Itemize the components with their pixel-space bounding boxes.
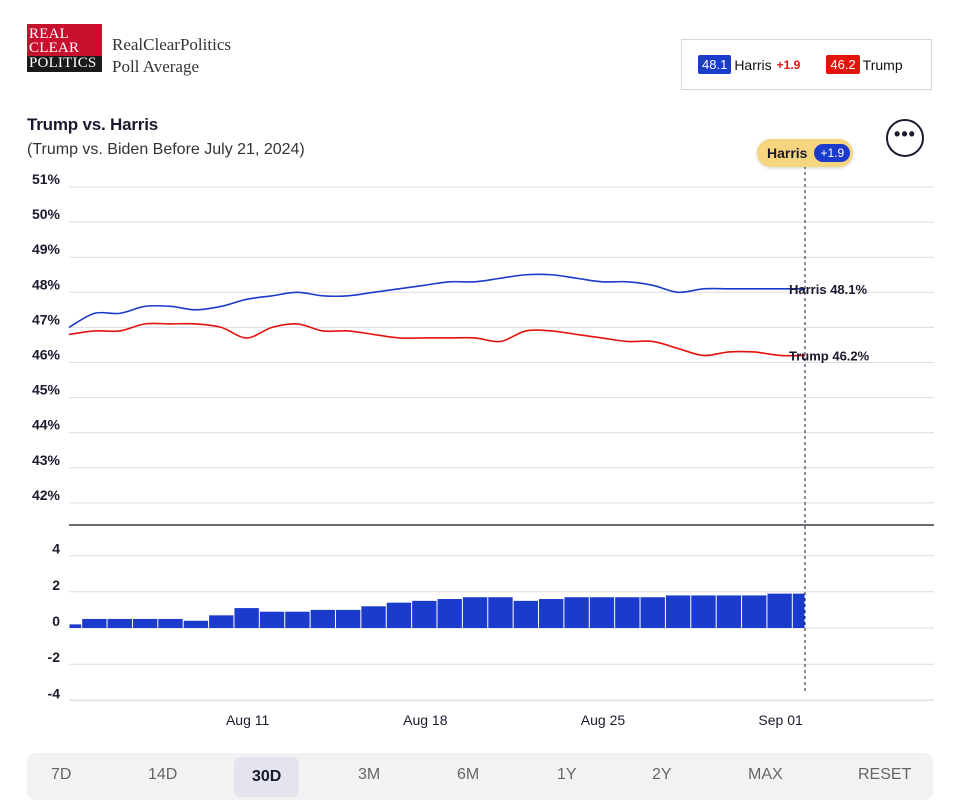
range-30d-button[interactable]: 30D xyxy=(234,757,300,797)
spread-bar xyxy=(742,595,767,628)
series-end-label-trump: Trump 46.2% xyxy=(789,348,870,363)
spread-bar xyxy=(69,624,82,628)
range-2y-button[interactable]: 2Y xyxy=(652,766,672,783)
legend-trump-name: Trump xyxy=(862,56,903,73)
range-3m-button[interactable]: 3M xyxy=(358,766,381,783)
spread-bar xyxy=(513,600,539,628)
leader-pill: Harris +1.9 xyxy=(757,139,853,167)
spread-bar xyxy=(158,618,183,628)
range-6m-button[interactable]: 6M xyxy=(457,766,480,783)
series-end-label-harris: Harris 48.1% xyxy=(789,282,867,297)
spread-bar xyxy=(107,618,132,628)
spread-tick-label: -4 xyxy=(48,685,61,701)
range-14d-button[interactable]: 14D xyxy=(148,766,178,783)
brand-text: RealClearPolitics Poll Average xyxy=(112,34,231,78)
spread-bar xyxy=(462,597,488,628)
y-tick-label: 45% xyxy=(32,382,61,398)
spread-bar xyxy=(132,618,158,628)
leader-spread-badge: +1.9 xyxy=(814,144,851,162)
series-line-harris xyxy=(68,273,805,329)
spread-bar xyxy=(335,609,361,628)
y-tick-label: 48% xyxy=(32,276,61,292)
spread-bar xyxy=(183,620,209,628)
logo-line-politics: POLITICS xyxy=(27,56,102,72)
range-reset-button[interactable]: RESET xyxy=(858,766,912,783)
spread-bar xyxy=(310,609,335,628)
range-max-button[interactable]: MAX xyxy=(748,766,783,783)
range-7d-button[interactable]: 7D xyxy=(51,766,72,783)
spread-bar xyxy=(640,597,665,628)
spread-tick-label: 2 xyxy=(52,577,60,593)
chart-title: Trump vs. Harris xyxy=(27,115,158,134)
x-tick-label: Aug 25 xyxy=(581,712,626,728)
spread-bar xyxy=(234,608,259,628)
chart-subtitle: (Trump vs. Biden Before July 21, 2024) xyxy=(27,141,305,158)
spread-bar xyxy=(209,615,234,628)
spread-bar xyxy=(539,599,564,628)
rcp-logo[interactable]: REAL CLEAR POLITICS xyxy=(27,24,102,72)
y-tick-label: 44% xyxy=(32,417,61,433)
more-options-button[interactable]: ••• xyxy=(886,119,924,157)
spread-bar xyxy=(665,595,691,628)
spread-bar xyxy=(82,618,107,628)
spread-bar xyxy=(488,597,513,628)
y-tick-label: 43% xyxy=(32,452,61,468)
spread-bar xyxy=(691,595,716,628)
spread-bar xyxy=(386,602,412,628)
logo-line-real: REAL xyxy=(29,26,69,42)
y-tick-label: 46% xyxy=(32,347,61,363)
x-tick-label: Sep 01 xyxy=(758,712,803,728)
x-tick-label: Aug 18 xyxy=(403,712,448,728)
spread-bar xyxy=(615,597,640,628)
ellipsis-icon: ••• xyxy=(894,123,916,144)
spread-tick-label: -2 xyxy=(48,649,61,665)
y-tick-label: 49% xyxy=(32,241,61,257)
leader-name: Harris xyxy=(767,145,808,161)
y-tick-label: 51% xyxy=(32,171,61,187)
spread-tick-label: 0 xyxy=(52,613,60,629)
y-tick-label: 50% xyxy=(32,206,61,222)
legend-harris-name: Harris xyxy=(734,56,772,73)
spread-bar xyxy=(437,599,462,628)
poll-legend: 48.1 Harris +1.9 46.2 Trump xyxy=(681,39,932,90)
spread-bar xyxy=(412,600,437,628)
range-1y-button[interactable]: 1Y xyxy=(557,766,577,783)
legend-trump-value: 46.2 xyxy=(826,55,860,74)
spread-bar xyxy=(285,611,310,628)
spread-bar xyxy=(259,611,285,628)
series-line-trump xyxy=(68,322,806,357)
spread-bar xyxy=(361,606,386,628)
legend-trump[interactable]: 46.2 Trump xyxy=(826,55,903,74)
poll-chart[interactable]: 51% 50% 49% 48% 47% 46% 45% 44% 43% 42% 4 2 0 -2 -4 Har… xyxy=(0,0,961,740)
spread-bar xyxy=(716,595,742,628)
brand-name: RealClearPolitics xyxy=(112,35,231,54)
spread-bar xyxy=(767,593,792,628)
legend-harris-value: 48.1 xyxy=(698,55,732,74)
spread-bar xyxy=(564,597,589,628)
y-tick-label: 47% xyxy=(32,311,61,327)
brand-subtitle: Poll Average xyxy=(112,57,200,76)
range-selector: 7D 14D 30D 3M 6M 1Y 2Y MAX RESET xyxy=(27,753,933,800)
spread-bar xyxy=(589,597,615,628)
legend-harris[interactable]: 48.1 Harris +1.9 xyxy=(698,55,800,74)
legend-harris-spread: +1.9 xyxy=(776,57,801,72)
y-tick-label: 42% xyxy=(32,487,61,503)
spread-bar xyxy=(792,593,805,628)
logo-line-clear: CLEAR xyxy=(29,40,80,56)
spread-tick-label: 4 xyxy=(52,541,60,557)
x-tick-label: Aug 11 xyxy=(226,712,270,728)
